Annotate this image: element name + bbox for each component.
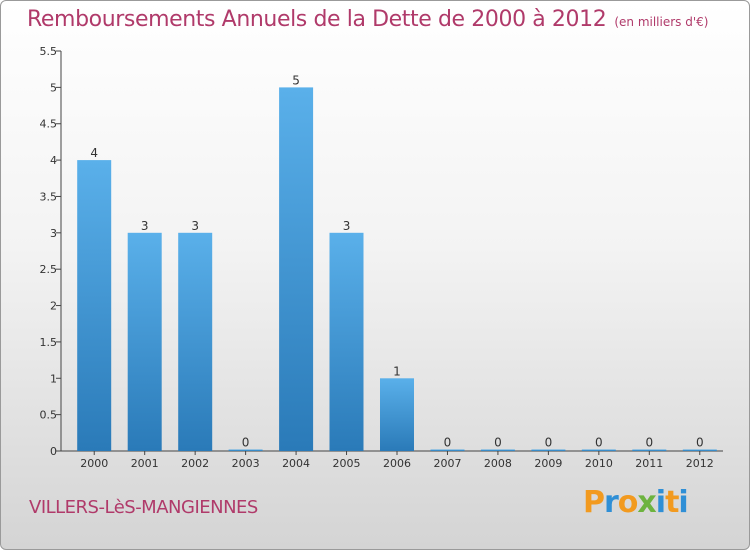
chart-data-labels: 4 3 3 0 5 3 1 0 0 0 0 0 0	[90, 73, 703, 449]
data-label: 3	[343, 219, 351, 233]
logo-letter: t	[665, 485, 679, 520]
y-tick-label: 1	[50, 372, 57, 385]
data-label: 0	[242, 436, 250, 450]
logo-letter: r	[604, 485, 619, 520]
chart-bars	[77, 87, 717, 452]
chart-title-text: Remboursements Annuels de la Dette de 20…	[27, 7, 607, 32]
y-tick-label: 2.5	[40, 263, 58, 276]
data-label: 3	[141, 219, 149, 233]
bar	[77, 160, 112, 451]
chart-axes: 0 0.5 1 1.5 2 2.5 3 3.5 4 4.5 5 5.5 2000 2001 2002 2003…	[40, 45, 723, 470]
data-label: 5	[292, 73, 300, 87]
y-tick-label: 4.5	[40, 118, 58, 131]
bar	[480, 449, 515, 451]
data-label: 3	[191, 219, 199, 233]
bar	[329, 232, 364, 451]
bar	[531, 449, 566, 451]
bar	[380, 378, 414, 451]
chart-title: Remboursements Annuels de la Dette de 20…	[27, 7, 708, 32]
logo-letter: P	[583, 485, 605, 520]
data-label: 1	[393, 364, 401, 378]
data-label: 0	[595, 436, 603, 450]
y-tick-label: 5	[50, 81, 57, 94]
y-tick-label: 0	[50, 445, 57, 458]
bar	[682, 449, 717, 451]
logo-letter: i	[678, 485, 688, 520]
logo-letter: i	[655, 485, 666, 520]
bar	[279, 87, 314, 452]
y-tick-label: 5.5	[40, 45, 58, 58]
bar	[127, 232, 162, 451]
y-tick-label: 1.5	[40, 336, 58, 349]
data-label: 0	[645, 436, 653, 450]
logo-letter: o	[617, 485, 639, 520]
x-tick-label: 2002	[181, 457, 209, 470]
x-tick-label: 2005	[333, 457, 361, 470]
data-label: 0	[545, 436, 553, 450]
x-tick-label: 2006	[383, 457, 411, 470]
bar	[430, 449, 465, 451]
x-tick-label: 2001	[131, 457, 159, 470]
x-tick-label: 2007	[433, 457, 461, 470]
x-tick-label: 2012	[686, 457, 714, 470]
y-tick-label: 4	[50, 154, 57, 167]
bar	[581, 449, 616, 451]
y-tick-label: 3	[50, 227, 57, 240]
y-tick-label: 0.5	[40, 409, 58, 422]
y-tick-label: 2	[50, 300, 57, 313]
bar	[178, 232, 213, 451]
commune-name: VILLERS-LèS-MANGIENNES	[29, 497, 258, 518]
data-label: 4	[90, 146, 98, 160]
x-tick-label: 2010	[585, 457, 613, 470]
data-label: 0	[494, 436, 502, 450]
chart-subtitle: (en milliers d'€)	[614, 15, 709, 29]
x-tick-label: 2011	[635, 457, 663, 470]
x-tick-label: 2008	[484, 457, 512, 470]
data-label: 0	[696, 436, 704, 450]
x-tick-label: 2009	[534, 457, 562, 470]
y-tick-label: 3.5	[40, 190, 58, 203]
bar	[228, 449, 263, 451]
data-label: 0	[444, 436, 452, 450]
x-tick-label: 2000	[80, 457, 108, 470]
bar	[632, 449, 667, 451]
x-tick-label: 2004	[282, 457, 310, 470]
proxiti-logo: Proxiti	[583, 485, 689, 520]
x-tick-label: 2003	[232, 457, 260, 470]
logo-letter: x	[637, 485, 656, 520]
